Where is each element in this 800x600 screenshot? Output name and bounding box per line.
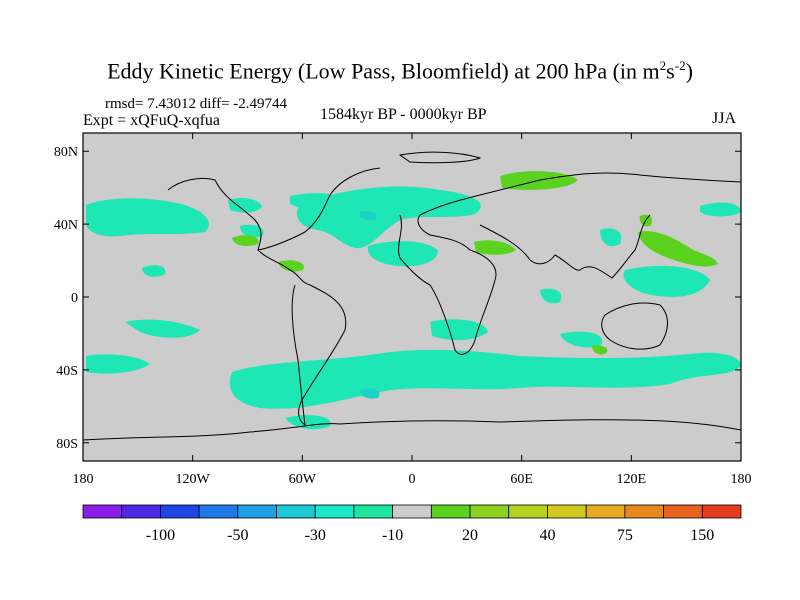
period-label: 1584kyr BP - 0000kyr BP	[320, 106, 487, 123]
region-australia-south	[592, 345, 608, 355]
colorbar-swatch	[392, 504, 432, 519]
experiment-label: Expt = xQFuQ-xqfua	[83, 112, 221, 129]
colorbar-label: -10	[382, 527, 403, 544]
colorbar-swatch	[121, 504, 161, 519]
colorbar-swatch	[663, 504, 703, 519]
coast-greenland-svalbard	[398, 151, 482, 164]
region-south-atlantic	[430, 319, 488, 341]
region-north-america-east	[232, 235, 259, 246]
colorbar-swatch	[469, 504, 510, 519]
colorbar-label: 20	[462, 527, 478, 544]
colorbar-label: 40	[539, 527, 555, 544]
colorbar-label: -30	[305, 527, 326, 544]
lon-tick-label: 180	[731, 472, 752, 487]
region-indian-ocean-north	[540, 288, 562, 304]
core-southern-ocean	[359, 388, 380, 399]
region-north-pacific-west	[86, 198, 209, 237]
coast-south-america	[298, 284, 347, 426]
core-north-atlantic	[359, 210, 377, 221]
colorbar-swatch	[314, 504, 355, 519]
region-west-pacific	[623, 265, 710, 297]
region-south-pacific-west	[86, 354, 150, 374]
lon-tick-label: 0	[409, 472, 416, 487]
region-north-atlantic	[296, 186, 481, 249]
region-south-pacific	[125, 319, 200, 338]
colorbar-swatch	[237, 504, 277, 519]
coast-antarctica	[83, 419, 741, 441]
colorbar-swatch	[160, 504, 200, 519]
region-north-pacific-east	[228, 198, 262, 213]
colorbar-swatch	[82, 504, 123, 519]
colorbar-swatch	[198, 504, 239, 519]
colorbar-swatch	[276, 504, 316, 519]
negative-anomaly-regions	[86, 186, 741, 430]
colorbar-label: -50	[227, 527, 248, 544]
colorbar-label: 150	[690, 527, 714, 544]
region-southern-ocean	[229, 349, 741, 409]
region-drake-passage	[285, 415, 331, 430]
region-indian-ocean	[560, 331, 603, 348]
coast-south-america-west	[291, 284, 306, 426]
rmsd-diff-label: rmsd= 7.43012 diff= -2.49744	[105, 96, 288, 112]
colorbar-label: 75	[617, 527, 633, 544]
latitude-axis: 80N 40N 0 40S 80S	[54, 145, 741, 452]
colorbar-swatch	[624, 504, 664, 519]
region-subtropical-atlantic	[367, 241, 438, 267]
region-japan	[638, 231, 718, 267]
lat-tick-label: 0	[71, 291, 78, 306]
region-middle-east	[474, 240, 516, 255]
colorbar-swatch	[701, 504, 742, 519]
coast-africa	[398, 214, 497, 355]
colorbar: -100 -50 -30 -10 20 40 75 150	[82, 504, 742, 544]
lat-tick-label: 80S	[56, 437, 78, 452]
lat-tick-label: 40N	[54, 218, 78, 233]
region-northwest-pacific	[700, 202, 741, 217]
region-gulf	[240, 224, 264, 238]
region-central-pacific	[142, 265, 166, 277]
lon-tick-label: 180	[73, 472, 94, 487]
lon-tick-label: 60E	[510, 472, 533, 487]
coast-asia-south	[479, 214, 651, 279]
region-china	[600, 228, 622, 247]
season-label: JJA	[712, 110, 737, 127]
colorbar-swatch	[585, 504, 626, 519]
region-caribbean	[278, 260, 304, 272]
coast-north-america-east	[257, 167, 381, 251]
colorbar-swatch	[547, 504, 587, 519]
lat-tick-label: 40S	[56, 364, 78, 379]
anomaly-fields	[86, 171, 741, 430]
lat-tick-label: 80N	[54, 145, 78, 160]
negative-anomaly-cores	[359, 210, 380, 399]
colorbar-swatch	[508, 504, 548, 519]
lon-tick-label: 120E	[617, 472, 647, 487]
coast-australia	[601, 302, 668, 350]
coast-north-america	[167, 177, 311, 286]
lon-tick-label: 120W	[176, 472, 211, 487]
coastlines	[83, 151, 741, 441]
colorbar-swatch	[353, 504, 394, 519]
longitude-axis: 180 120W 60W 0 60E 120E 180	[73, 133, 752, 487]
lon-tick-label: 60W	[289, 472, 317, 487]
colorbar-swatch	[430, 504, 471, 519]
colorbar-label: -100	[146, 527, 175, 544]
coast-eurasia-north	[419, 172, 741, 216]
map-title: Eddy Kinetic Energy (Low Pass, Bloomfiel…	[107, 58, 693, 84]
